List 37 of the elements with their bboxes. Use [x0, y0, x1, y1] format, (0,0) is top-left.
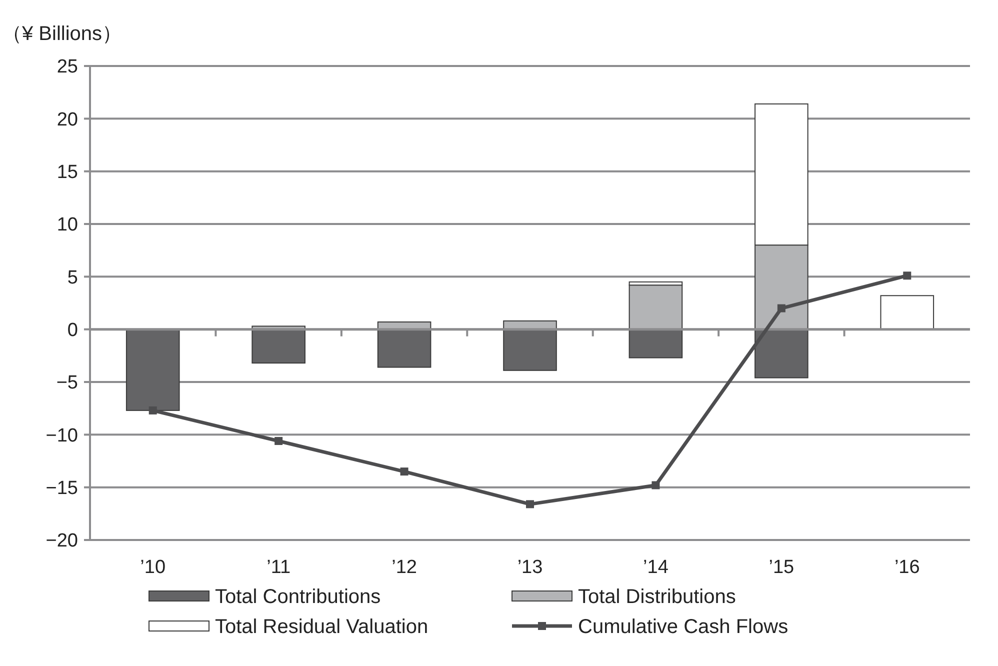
bar [754, 328, 808, 378]
x-tick-label: ’13 [517, 557, 543, 578]
y-tick-label: −15 [46, 478, 78, 499]
bar [628, 284, 683, 330]
x-tick-label: ’10 [140, 557, 166, 578]
bar [126, 328, 180, 411]
bar [377, 328, 432, 368]
x-tick-label: ’11 [266, 557, 291, 578]
legend-label: Total Contributions [215, 586, 381, 608]
legend-label: Cumulative Cash Flows [578, 616, 788, 638]
bar [628, 328, 683, 358]
x-tick-label: ’15 [768, 557, 794, 578]
y-axis-title: （¥ Billions） [2, 23, 122, 45]
x-tick-label: ’12 [392, 557, 417, 578]
x-tick-label: ’14 [643, 557, 669, 578]
y-tick-label: 20 [56, 109, 78, 130]
bar [503, 328, 557, 371]
x-tick-label: ’16 [894, 557, 920, 578]
point [777, 304, 786, 312]
legend-label: Total Residual Valuation [215, 616, 428, 638]
legend-label: Total Distributions [578, 586, 736, 608]
y-tick-label: −20 [46, 530, 78, 552]
y-tick-label: 10 [56, 214, 78, 236]
point [148, 406, 157, 414]
y-tick-label: 5 [67, 267, 78, 288]
point [274, 436, 283, 445]
bar [252, 328, 306, 364]
y-tick-label: 15 [56, 162, 78, 183]
y-tick-label: 25 [56, 56, 78, 78]
point [652, 481, 660, 490]
y-tick-label: −5 [56, 372, 78, 394]
y-tick-label: −10 [46, 425, 78, 446]
point [400, 468, 408, 476]
point [526, 500, 534, 508]
bar [880, 295, 934, 330]
point [903, 272, 912, 280]
y-tick-label: 0 [67, 320, 78, 341]
